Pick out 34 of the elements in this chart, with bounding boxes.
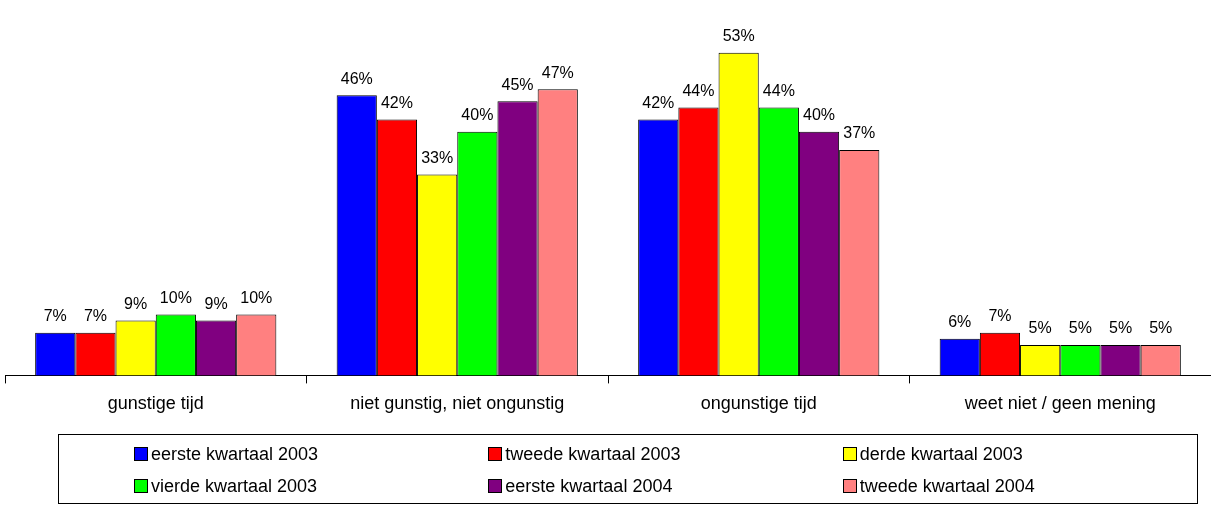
data-label: 5% [1108,319,1133,337]
data-label: 10% [240,288,273,306]
data-label: 53% [722,27,755,45]
legend-label: vierde kwartaal 2003 [151,475,318,497]
data-label: 40% [803,106,836,124]
data-label: 6% [948,313,972,331]
x-tick-label: gunstige tijd [107,393,204,414]
data-label: 45% [501,75,534,93]
data-label: 9% [124,295,148,312]
data-label: 44% [762,81,795,99]
x-tick-label: niet gunstig, niet ongunstig [350,393,565,414]
data-label: 5% [1028,319,1052,337]
data-label: 44% [682,81,715,99]
legend-label: derde kwartaal 2003 [859,443,1023,465]
data-label: 9% [204,295,228,312]
x-tick-label: weet niet / geen mening [963,393,1156,414]
data-label: 42% [642,94,675,112]
data-label: 42% [380,94,413,112]
legend-label: eerste kwartaal 2003 [151,443,319,465]
data-label: 7% [988,307,1012,325]
x-tick-label: ongunstige tijd [700,393,817,414]
legend-label: eerste kwartaal 2004 [505,475,673,497]
data-label: 37% [843,124,876,142]
data-label: 7% [43,307,67,325]
data-label: 47% [541,63,574,81]
data-label: 5% [1068,319,1092,337]
legend-label: tweede kwartaal 2003 [505,443,681,465]
legend-label: tweede kwartaal 2004 [859,475,1035,497]
data-label: 5% [1149,319,1173,337]
data-label: 46% [340,69,373,87]
data-label: 7% [83,307,108,325]
data-label: 33% [421,148,454,166]
data-label: 40% [461,106,494,124]
data-label: 10% [159,288,192,306]
